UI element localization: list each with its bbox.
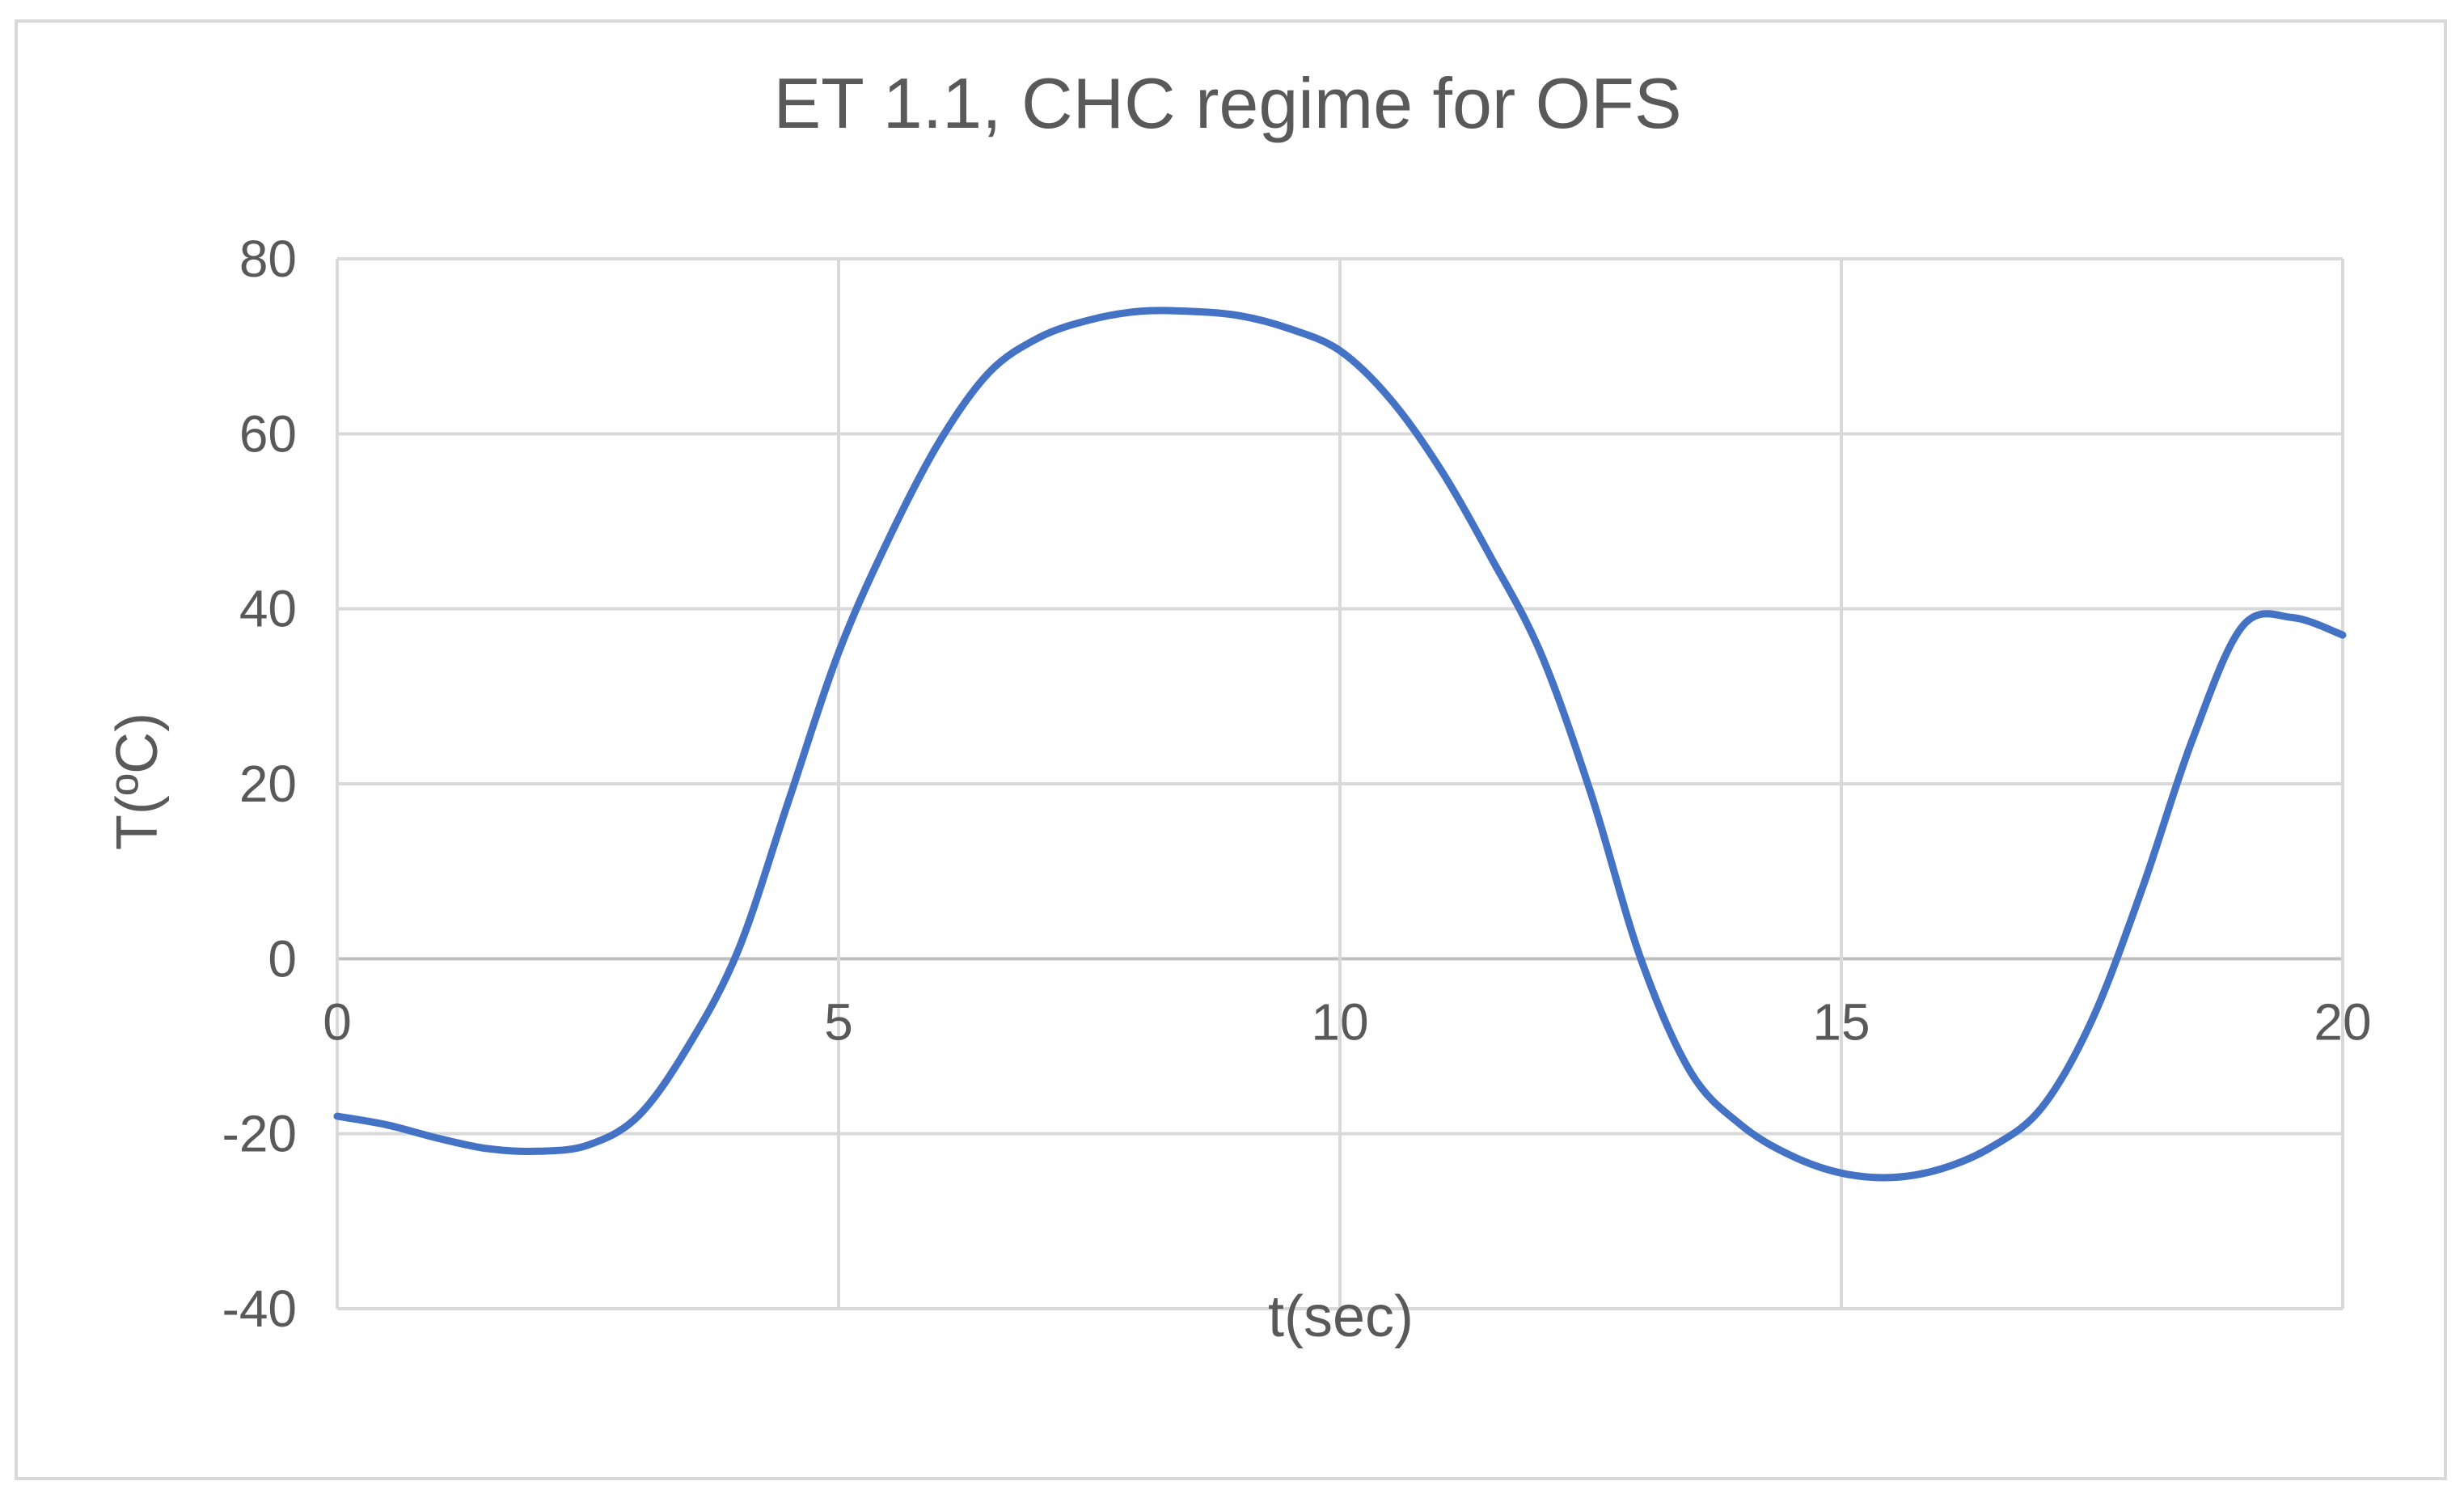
y-axis-title: T(ºC) bbox=[105, 713, 170, 850]
series-layer bbox=[333, 307, 2347, 1182]
y-tick-label: 20 bbox=[239, 755, 297, 813]
gridlines bbox=[336, 257, 2344, 1310]
y-tick-label: 60 bbox=[239, 404, 297, 463]
y-tick-label: 80 bbox=[239, 230, 297, 288]
y-tick-label: -20 bbox=[222, 1105, 298, 1163]
y-tick-label: 40 bbox=[239, 580, 297, 638]
x-tick-label: 15 bbox=[1812, 992, 1870, 1051]
x-tick-label: 0 bbox=[323, 992, 352, 1051]
series-line bbox=[333, 307, 2347, 1182]
line-chart: -40 -20 0 20 40 60 80 0 5 10 15 20 ET 1.1, CHC regi… bbox=[105, 63, 2372, 1349]
y-tick-label: 0 bbox=[268, 929, 297, 988]
x-tick-label: 10 bbox=[1311, 992, 1368, 1051]
y-tick-label: -40 bbox=[222, 1280, 298, 1338]
x-axis-title: t(sec) bbox=[1268, 1284, 1414, 1349]
x-tick-label: 5 bbox=[824, 992, 853, 1051]
x-tick-label: 20 bbox=[2314, 992, 2371, 1051]
chart-title: ET 1.1, CHC regime for OFS bbox=[773, 63, 1681, 143]
tick-labels: -40 -20 0 20 40 60 80 0 5 10 15 20 bbox=[222, 230, 2372, 1338]
chart-frame: -40 -20 0 20 40 60 80 0 5 10 15 20 ET 1.1, CHC regi… bbox=[15, 19, 2447, 1480]
